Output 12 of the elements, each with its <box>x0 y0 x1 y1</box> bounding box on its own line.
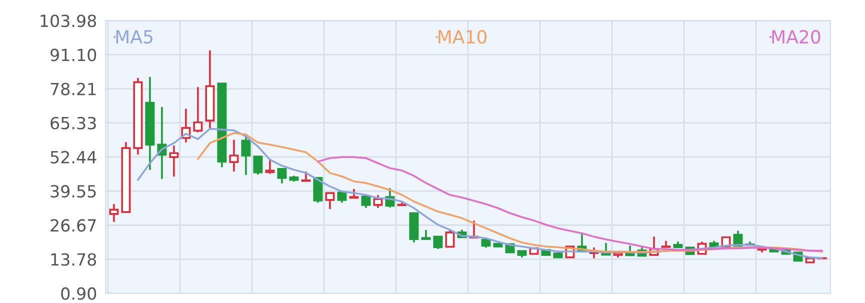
y-tick-label: 91.10 <box>50 48 96 62</box>
y-tick-label: 39.55 <box>50 185 96 198</box>
y-tick-label: 26.67 <box>50 219 96 232</box>
legend-label: MA5 <box>116 30 152 44</box>
y-tick-label: 13.78 <box>51 253 96 266</box>
y-tick-label: 65.33 <box>50 116 96 130</box>
y-tick-label: 78.21 <box>50 82 96 96</box>
y-tick-label: 0.90 <box>61 287 96 300</box>
legend-label: MA10 <box>438 30 486 44</box>
legend-label: MA20 <box>772 30 820 44</box>
y-tick-label: 103.98 <box>40 14 96 28</box>
y-tick-label: 52.44 <box>50 150 96 164</box>
